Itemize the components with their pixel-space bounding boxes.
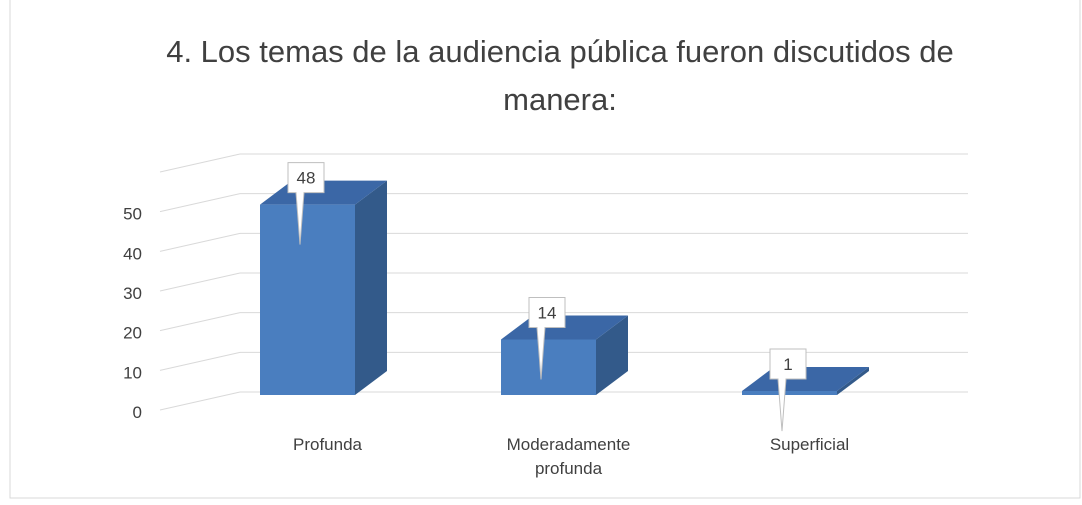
bar-front: [501, 339, 596, 395]
data-label: 1: [783, 355, 792, 374]
grid-line: [159, 312, 241, 332]
bar-front: [742, 391, 837, 395]
data-label-callout: [528, 296, 566, 380]
bar-side: [596, 315, 628, 395]
data-label: 14: [538, 303, 557, 322]
data-label: 48: [297, 169, 316, 188]
x-tick-label: Moderadamente profunda: [506, 435, 631, 478]
grid-line: [159, 232, 241, 252]
y-tick-label: 50: [123, 205, 142, 224]
chart-border: [9, 0, 1081, 499]
y-tick-label: 20: [123, 324, 142, 343]
data-label-callout: [769, 348, 807, 432]
y-tick-label: 0: [133, 403, 142, 422]
grid-line: [159, 193, 241, 213]
bar: [501, 315, 628, 395]
grid-line: [159, 272, 241, 292]
data-label-callout: [287, 162, 325, 245]
x-tick-label: Superficial: [769, 435, 850, 454]
bar-side: [837, 367, 869, 395]
y-tick-label: 10: [123, 363, 142, 382]
grid-line: [159, 153, 241, 173]
bar: [260, 180, 387, 395]
bar-front: [260, 204, 355, 395]
grid-line: [159, 351, 241, 371]
y-tick-label: 30: [123, 284, 142, 303]
y-tick-label: 40: [123, 244, 142, 263]
grid-line: [159, 391, 241, 411]
bar-side: [355, 180, 387, 395]
x-tick-label: Profunda: [293, 435, 362, 454]
chart-title: 4. Los temas de la audiencia pública fue…: [166, 34, 954, 117]
